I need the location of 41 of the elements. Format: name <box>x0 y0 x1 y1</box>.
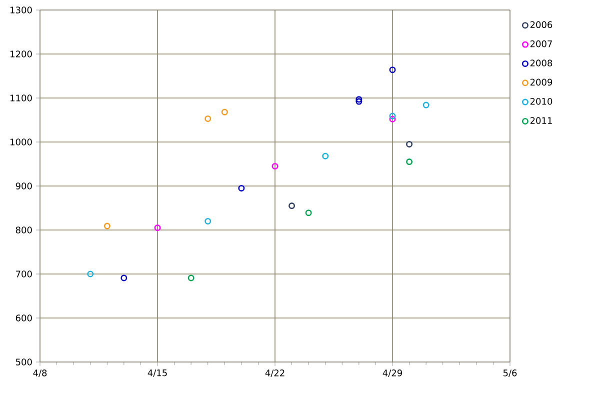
point <box>288 202 296 210</box>
point <box>389 116 396 122</box>
x-tick-label: 4/22 <box>265 370 284 378</box>
point <box>221 108 228 116</box>
point <box>204 115 212 122</box>
point <box>305 210 312 216</box>
legend-label: 2006 <box>530 21 552 28</box>
point <box>389 66 396 74</box>
point <box>322 152 329 160</box>
point <box>389 112 396 120</box>
point <box>406 158 413 166</box>
point <box>120 274 128 282</box>
y-tick-label: 1200 <box>10 50 32 58</box>
y-tick-label: 600 <box>16 314 32 322</box>
point <box>104 222 110 230</box>
x-tick-label: 4/29 <box>382 370 402 378</box>
legend-label: 2007 <box>530 40 552 48</box>
legend-label: 2009 <box>530 78 552 86</box>
legend-label: 2011 <box>530 117 552 124</box>
y-tick-label: 1000 <box>10 138 32 146</box>
x-tick-label: 4/15 <box>148 370 167 377</box>
y-tick-label: 900 <box>16 182 32 190</box>
point <box>87 270 94 278</box>
point <box>154 224 161 232</box>
legend-label: 2010 <box>530 98 552 105</box>
point <box>204 218 212 224</box>
y-tick-label: 1300 <box>10 6 32 14</box>
point <box>188 274 194 282</box>
point <box>356 96 362 103</box>
y-tick-label: 500 <box>16 358 32 366</box>
y-tick-label: 700 <box>16 270 32 278</box>
legend-label: 2008 <box>530 60 552 66</box>
point <box>422 102 430 108</box>
point <box>356 98 362 105</box>
point <box>238 184 245 192</box>
point <box>272 162 278 170</box>
x-tick-label: 5/6 <box>503 370 517 378</box>
point <box>406 140 413 148</box>
x-tick-label: 4/8 <box>33 370 47 378</box>
y-tick-label: 1100 <box>10 94 32 102</box>
y-tick-label: 800 <box>16 226 32 234</box>
